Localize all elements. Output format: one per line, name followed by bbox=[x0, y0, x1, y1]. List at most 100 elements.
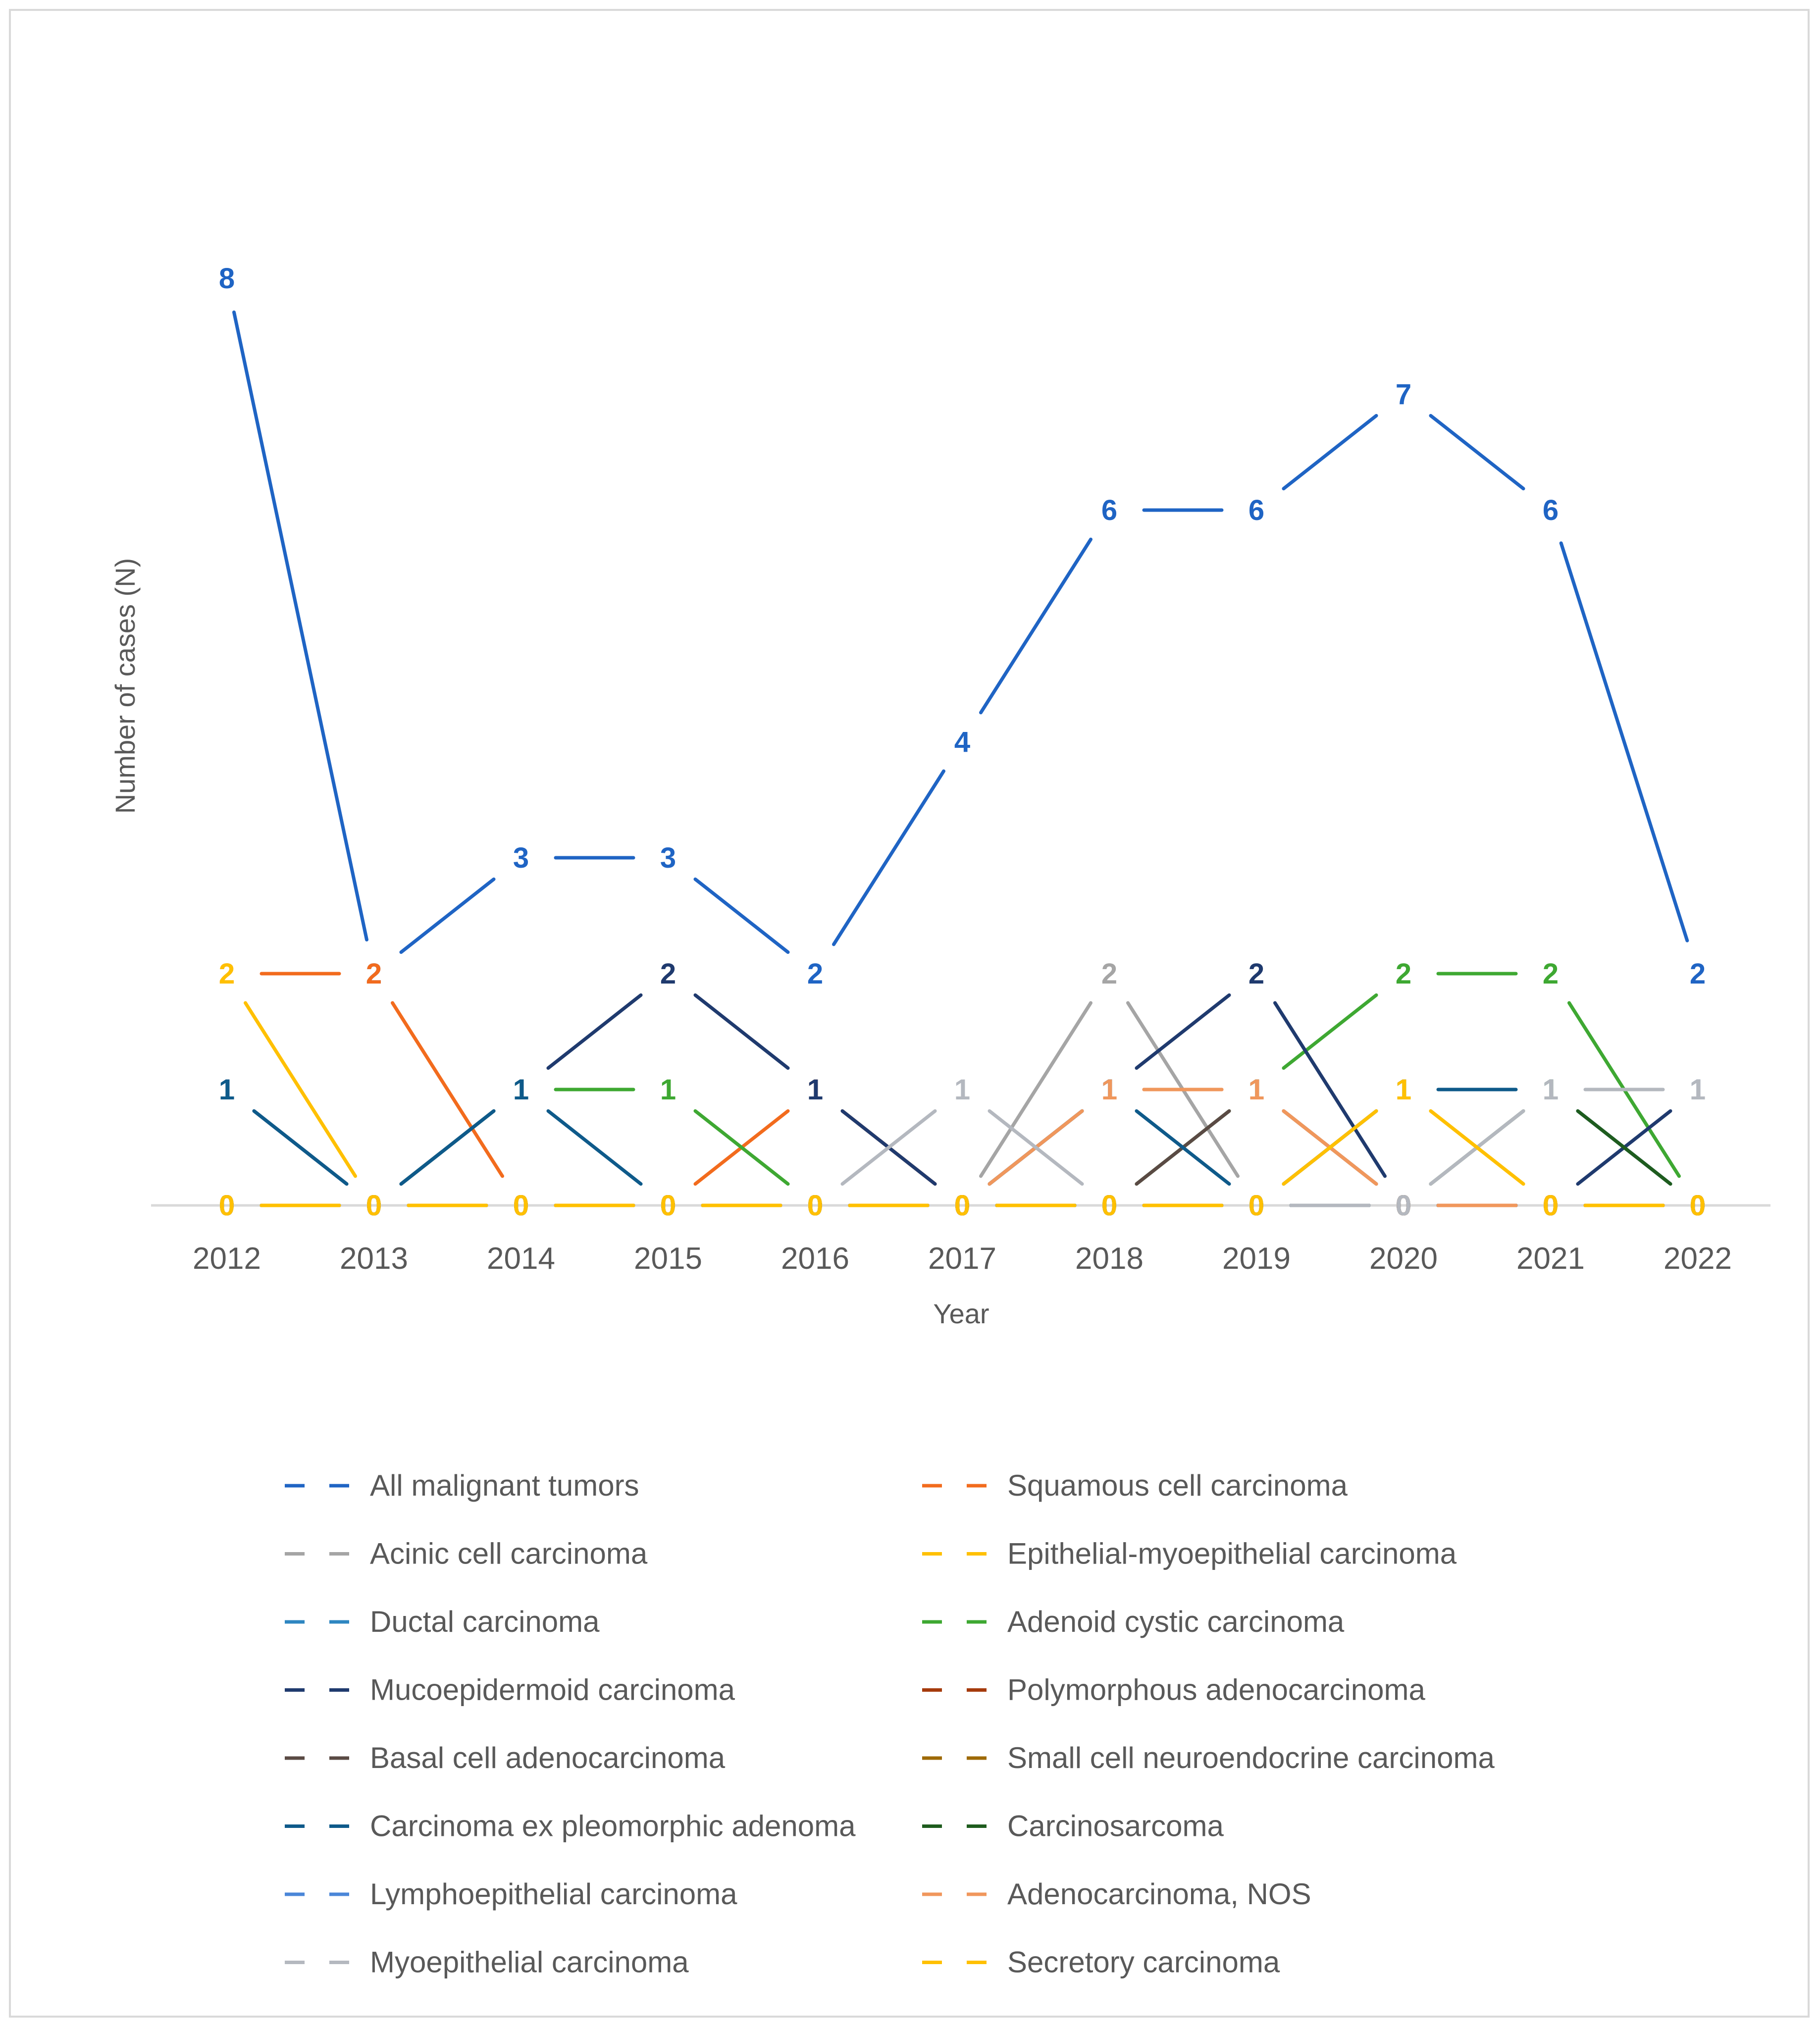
data-label-adenocarcinoma-nos-2017: 0 bbox=[954, 1190, 970, 1222]
data-label-ductal-carcinoma-2019: 0 bbox=[1248, 1190, 1264, 1222]
data-label-all-malignant-tumors-2014: 3 bbox=[513, 842, 529, 874]
data-label-polymorphous-adenocarcinoma-2012: 0 bbox=[219, 1190, 235, 1222]
labels-secretory-carcinoma: 0 0 0 0 0 0 0 0 1 0 0 bbox=[219, 1074, 1706, 1222]
legend-item-lymphoepithelial-carcinoma: Lymphoepithelial carcinoma bbox=[285, 1877, 737, 1911]
legend-label: Adenoid cystic carcinoma bbox=[1007, 1605, 1345, 1638]
data-label-small-cell-neuroendocrine-carcinoma-2018: 0 bbox=[1101, 1190, 1117, 1222]
legend-label: Basal cell adenocarcinoma bbox=[370, 1741, 726, 1774]
data-label-epithelial-myoepithelial-carcinoma-2019: 0 bbox=[1248, 1190, 1264, 1222]
data-label-acinic-cell-carcinoma-2015: 0 bbox=[660, 1190, 676, 1222]
data-label-adenocarcinoma-nos-2018: 1 bbox=[1101, 1074, 1117, 1106]
legend-label: Epithelial-myoepithelial carcinoma bbox=[1007, 1537, 1457, 1570]
segment-mucoepidermoid-carcinoma-2019-2020 bbox=[1273, 1001, 1387, 1178]
legend-item-polymorphous-adenocarcinoma: Polymorphous adenocarcinoma bbox=[922, 1673, 1425, 1707]
data-label-basal-cell-adenocarcinoma-2018: 0 bbox=[1101, 1190, 1117, 1222]
x-tick-label-2016: 2016 bbox=[781, 1242, 849, 1276]
segment-mucoepidermoid-carcinoma-2018-2019 bbox=[1135, 993, 1231, 1070]
data-label-ductal-carcinoma-2015: 0 bbox=[660, 1190, 676, 1222]
segment-carcinoma-ex-pleomorphic-adenoma-2013-2014 bbox=[399, 1109, 496, 1186]
data-label-mucoepidermoid-carcinoma-2022: 1 bbox=[1690, 1074, 1706, 1106]
data-label-myoepithelial-carcinoma-2013: 0 bbox=[366, 1190, 382, 1222]
data-label-carcinoma-ex-pleomorphic-adenoma-2021: 1 bbox=[1543, 1074, 1559, 1106]
data-label-ductal-carcinoma-2020: 0 bbox=[1396, 1190, 1411, 1222]
data-label-adenocarcinoma-nos-2020: 0 bbox=[1396, 1190, 1411, 1222]
data-label-acinic-cell-carcinoma-2021: 0 bbox=[1543, 1190, 1559, 1222]
series-secretory-carcinoma bbox=[260, 1109, 1665, 1207]
labels-mucoepidermoid-carcinoma: 1 0 1 2 1 0 1 2 0 0 1 bbox=[219, 958, 1706, 1222]
data-label-adenoid-cystic-carcinoma-2012: 0 bbox=[219, 1190, 235, 1222]
data-label-carcinoma-ex-pleomorphic-adenoma-2014: 1 bbox=[513, 1074, 529, 1106]
segment-squamous-cell-carcinoma-2013-2014 bbox=[391, 1001, 504, 1178]
data-label-all-malignant-tumors-2016: 2 bbox=[807, 958, 823, 990]
series-adenocarcinoma-nos bbox=[260, 1088, 1665, 1207]
data-label-acinic-cell-carcinoma-2019: 0 bbox=[1248, 1190, 1264, 1222]
data-label-secretory-carcinoma-2017: 0 bbox=[954, 1190, 970, 1222]
legend-label: Secretory carcinoma bbox=[1007, 1946, 1280, 1979]
data-label-all-malignant-tumors-2022: 2 bbox=[1690, 958, 1706, 990]
data-label-adenocarcinoma-nos-2019: 1 bbox=[1248, 1074, 1264, 1106]
labels-carcinoma-ex-pleomorphic-adenoma: 1 0 1 0 0 0 1 0 1 1 0 bbox=[219, 1074, 1706, 1222]
data-label-myoepithelial-carcinoma-2019: 0 bbox=[1248, 1190, 1264, 1222]
data-label-ductal-carcinoma-2022: 0 bbox=[1690, 1190, 1706, 1222]
data-label-carcinoma-ex-pleomorphic-adenoma-2020: 1 bbox=[1396, 1074, 1411, 1106]
data-label-carcinosarcoma-2013: 0 bbox=[366, 1190, 382, 1222]
data-label-carcinosarcoma-2018: 0 bbox=[1101, 1190, 1117, 1222]
data-label-myoepithelial-carcinoma-2020: 0 bbox=[1396, 1190, 1411, 1222]
data-label-all-malignant-tumors-2017: 4 bbox=[954, 726, 970, 758]
data-label-polymorphous-adenocarcinoma-2013: 0 bbox=[366, 1190, 382, 1222]
segment-all-malignant-tumors-2020-2021 bbox=[1429, 414, 1525, 491]
data-label-acinic-cell-carcinoma-2017: 0 bbox=[954, 1190, 970, 1222]
data-label-small-cell-neuroendocrine-carcinoma-2013: 0 bbox=[366, 1190, 382, 1222]
legend-label: Adenocarcinoma, NOS bbox=[1007, 1877, 1311, 1911]
data-label-lymphoepithelial-carcinoma-2017: 0 bbox=[954, 1190, 970, 1222]
data-label-carcinoma-ex-pleomorphic-adenoma-2019: 0 bbox=[1248, 1190, 1264, 1222]
data-label-secretory-carcinoma-2015: 0 bbox=[660, 1190, 676, 1222]
data-label-squamous-cell-carcinoma-2014: 0 bbox=[513, 1190, 529, 1222]
segment-all-malignant-tumors-2019-2020 bbox=[1282, 414, 1378, 491]
segment-all-malignant-tumors-2021-2022 bbox=[1559, 541, 1689, 942]
labels-myoepithelial-carcinoma: 0 0 0 0 0 1 0 0 0 1 1 bbox=[219, 1074, 1706, 1222]
data-label-polymorphous-adenocarcinoma-2021: 0 bbox=[1543, 1190, 1559, 1222]
data-label-carcinosarcoma-2014: 0 bbox=[513, 1190, 529, 1222]
data-label-adenoid-cystic-carcinoma-2015: 1 bbox=[660, 1074, 676, 1106]
data-label-basal-cell-adenocarcinoma-2015: 0 bbox=[660, 1190, 676, 1222]
data-label-myoepithelial-carcinoma-2022: 1 bbox=[1690, 1074, 1706, 1106]
data-label-all-malignant-tumors-2015: 3 bbox=[660, 842, 676, 874]
data-label-polymorphous-adenocarcinoma-2019: 0 bbox=[1248, 1190, 1264, 1222]
data-label-small-cell-neuroendocrine-carcinoma-2021: 0 bbox=[1543, 1190, 1559, 1222]
legend-label: Ductal carcinoma bbox=[370, 1605, 600, 1638]
data-label-epithelial-myoepithelial-carcinoma-2020: 1 bbox=[1396, 1074, 1411, 1106]
legend-item-squamous-cell-carcinoma: Squamous cell carcinoma bbox=[922, 1469, 1348, 1502]
data-label-lymphoepithelial-carcinoma-2022: 0 bbox=[1690, 1190, 1706, 1222]
data-label-secretory-carcinoma-2019: 0 bbox=[1248, 1190, 1264, 1222]
data-label-adenocarcinoma-nos-2014: 0 bbox=[513, 1190, 529, 1222]
data-label-polymorphous-adenocarcinoma-2015: 0 bbox=[660, 1190, 676, 1222]
legend-item-mucoepidermoid-carcinoma: Mucoepidermoid carcinoma bbox=[285, 1673, 735, 1707]
data-label-adenocarcinoma-nos-2016: 0 bbox=[807, 1190, 823, 1222]
data-label-lymphoepithelial-carcinoma-2015: 0 bbox=[660, 1190, 676, 1222]
legend-item-basal-cell-adenocarcinoma: Basal cell adenocarcinoma bbox=[285, 1741, 726, 1774]
legend-label: Acinic cell carcinoma bbox=[370, 1537, 648, 1570]
legend-label: Carcinoma ex pleomorphic adenoma bbox=[370, 1810, 856, 1843]
data-label-myoepithelial-carcinoma-2018: 0 bbox=[1101, 1190, 1117, 1222]
legend-item-epithelial-myoepithelial-carcinoma: Epithelial-myoepithelial carcinoma bbox=[922, 1537, 1457, 1570]
segment-all-malignant-tumors-2013-2014 bbox=[399, 877, 496, 954]
data-label-mucoepidermoid-carcinoma-2012: 1 bbox=[219, 1074, 235, 1106]
x-tick-label-2018: 2018 bbox=[1075, 1242, 1144, 1276]
data-label-squamous-cell-carcinoma-2017: 0 bbox=[954, 1190, 970, 1222]
series-all-malignant-tumors bbox=[232, 310, 1689, 954]
data-label-small-cell-neuroendocrine-carcinoma-2022: 0 bbox=[1690, 1190, 1706, 1222]
data-label-basal-cell-adenocarcinoma-2017: 0 bbox=[954, 1190, 970, 1222]
data-label-secretory-carcinoma-2020: 1 bbox=[1396, 1074, 1411, 1106]
legend-item-all-malignant-tumors: All malignant tumors bbox=[285, 1469, 639, 1502]
labels-small-cell-neuroendocrine-carcinoma: 0 0 0 0 0 0 0 0 0 0 0 bbox=[219, 1190, 1706, 1222]
data-label-all-malignant-tumors-2018: 6 bbox=[1101, 494, 1117, 526]
labels-lymphoepithelial-carcinoma: 0 0 0 0 0 0 0 0 0 0 0 bbox=[219, 1190, 1706, 1222]
data-label-ductal-carcinoma-2014: 0 bbox=[513, 1190, 529, 1222]
labels-epithelial-myoepithelial-carcinoma: 2 0 0 0 0 0 0 0 1 0 0 bbox=[219, 958, 1706, 1222]
segment-all-malignant-tumors-2015-2016 bbox=[693, 877, 790, 954]
data-label-adenoid-cystic-carcinoma-2013: 0 bbox=[366, 1190, 382, 1222]
labels-carcinosarcoma: 0 0 0 0 0 0 0 0 0 1 0 bbox=[219, 1074, 1706, 1222]
data-label-adenocarcinoma-nos-2021: 0 bbox=[1543, 1190, 1559, 1222]
data-label-myoepithelial-carcinoma-2015: 0 bbox=[660, 1190, 676, 1222]
